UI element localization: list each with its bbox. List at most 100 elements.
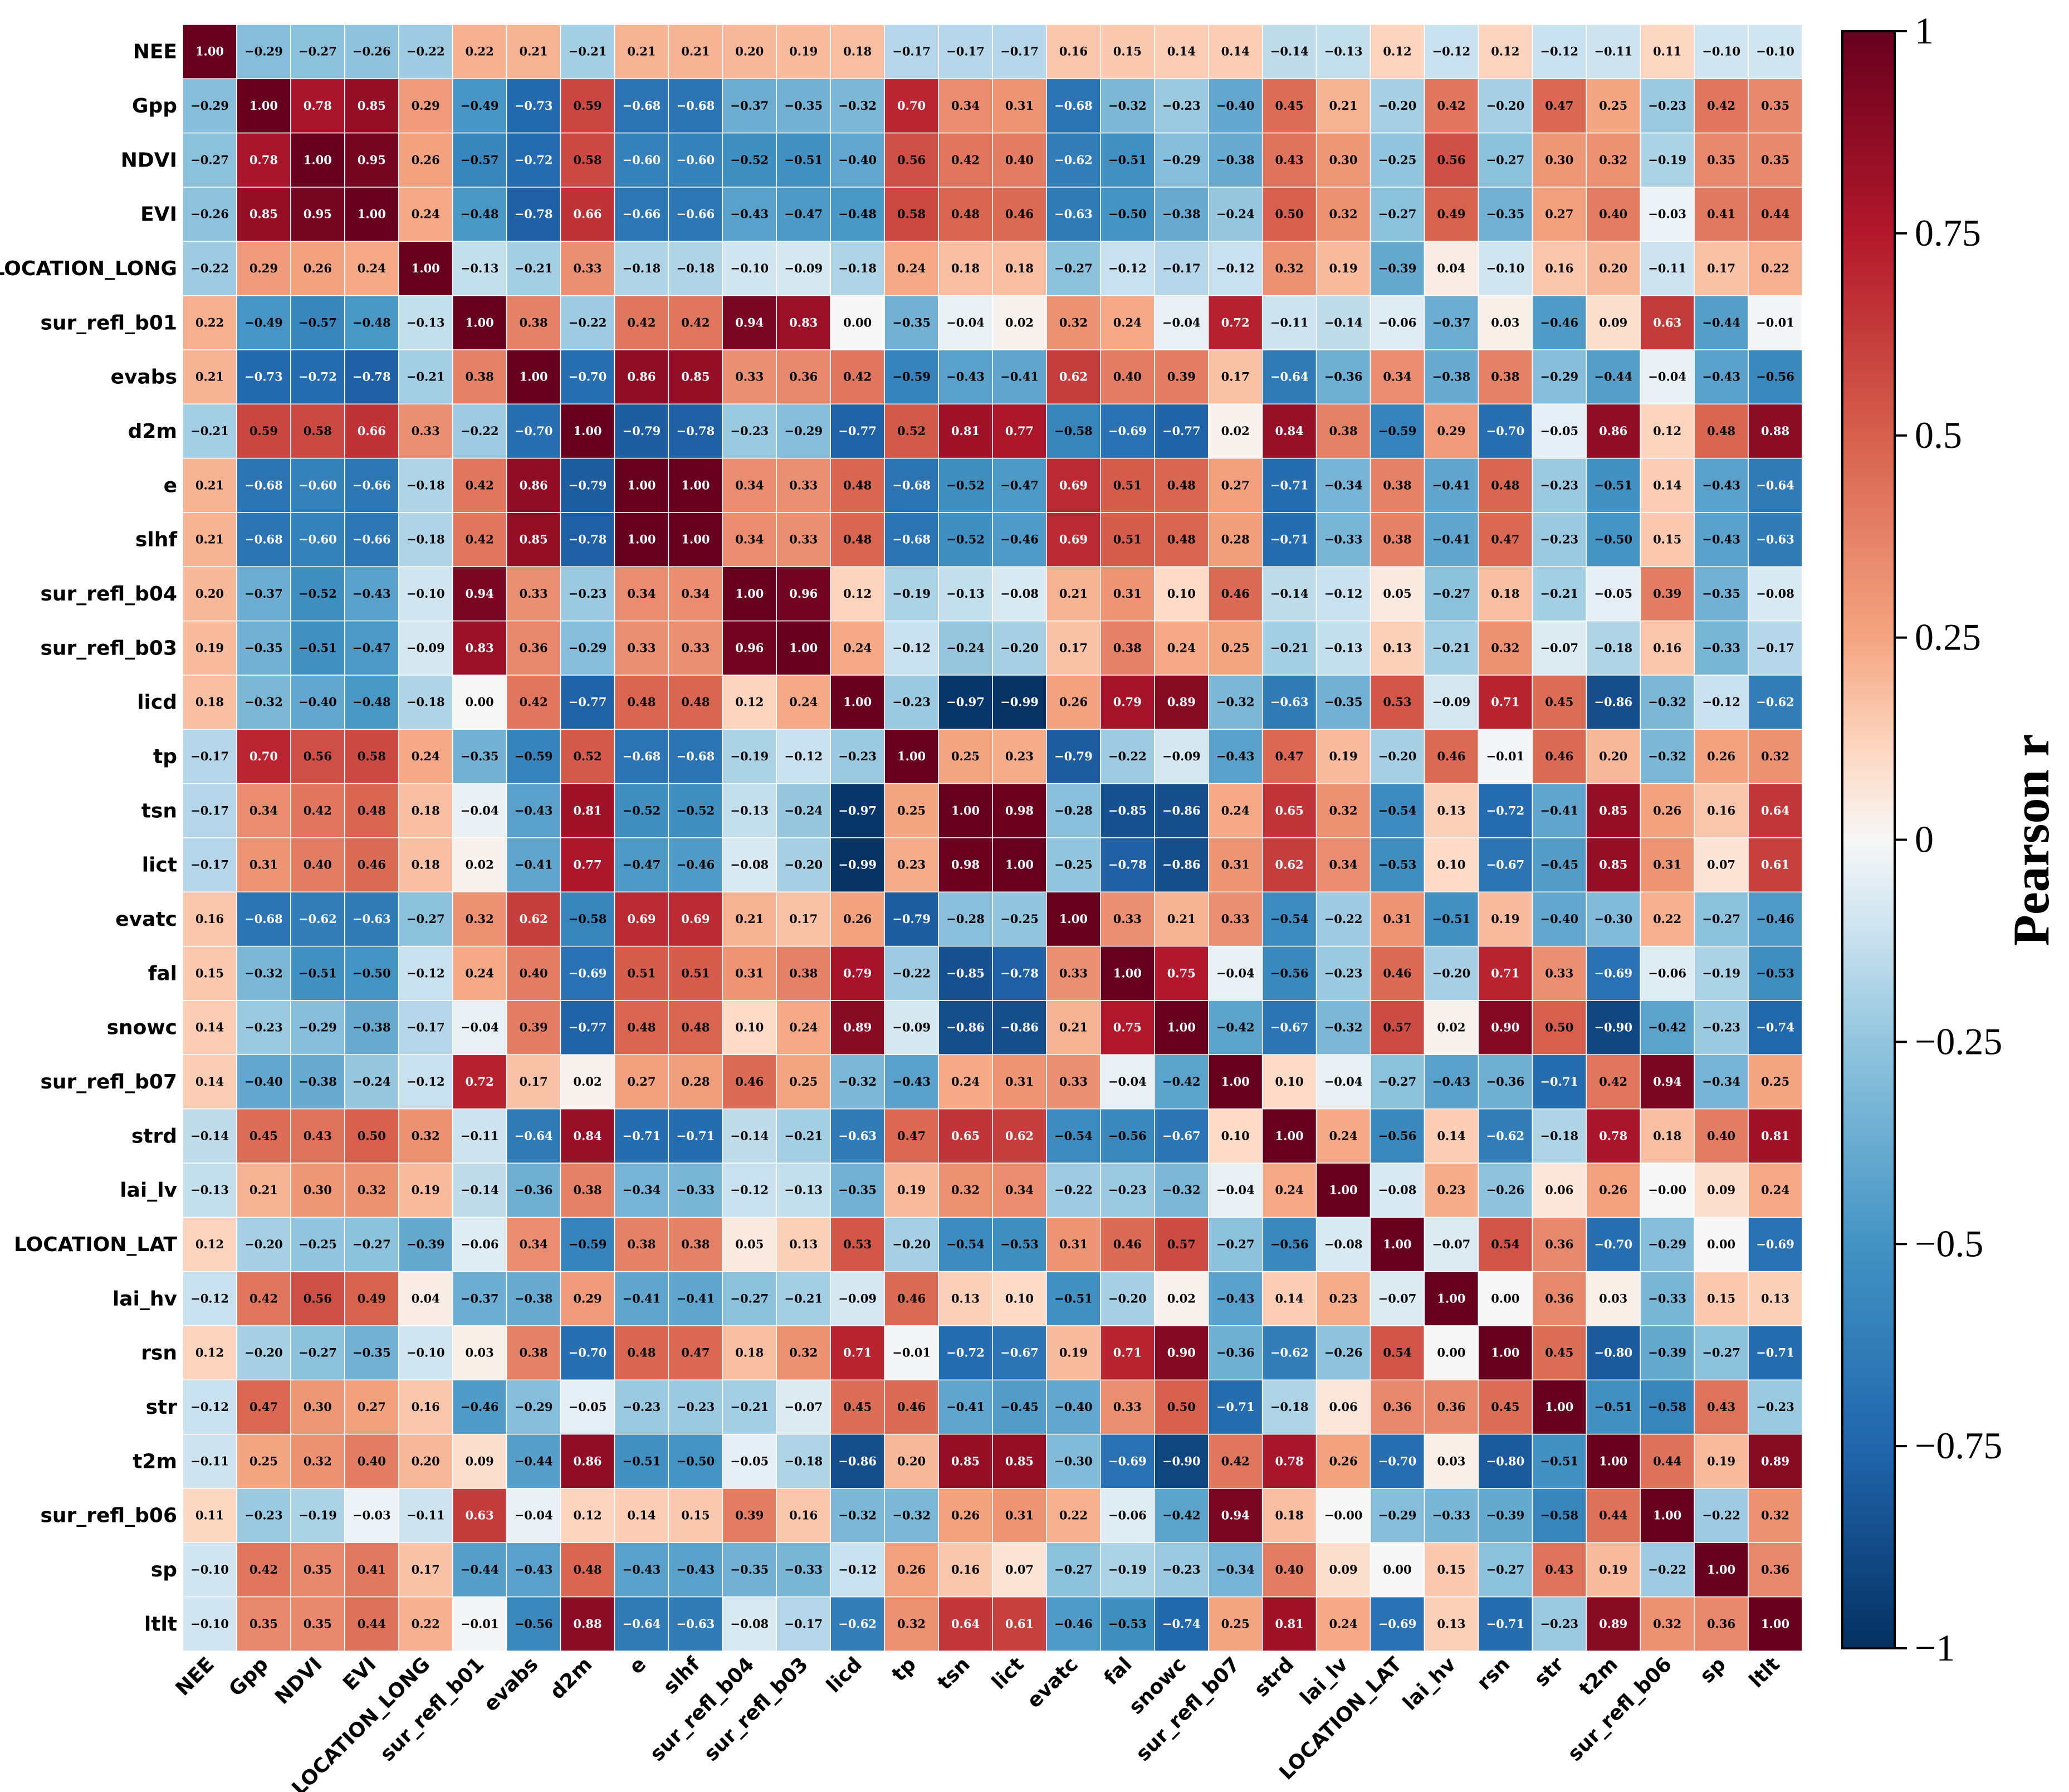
cell-value-label: −0.27 — [1486, 1562, 1524, 1576]
cell-value-label: −0.36 — [1486, 1075, 1524, 1088]
column-label-ndvi: NDVI — [271, 1653, 327, 1709]
cell-value-label: −0.12 — [1108, 261, 1147, 275]
cell-value-label: −0.27 — [1702, 912, 1740, 926]
cell-value-label: 0.56 — [304, 749, 332, 763]
heatmap-cell-sp-evi — [344, 1542, 399, 1598]
heatmap-cell-strd-sur-refl-b06 — [1640, 1108, 1695, 1164]
cell-value-label: −0.48 — [353, 695, 391, 709]
heatmap-cell-fal-sp — [1694, 945, 1749, 1001]
cell-value-label: 0.16 — [1059, 45, 1088, 58]
cell-value-label: 0.29 — [412, 99, 440, 113]
heatmap-cell-sur-refl-b01-ltlt — [1748, 295, 1803, 350]
heatmap-cell-location-lat-lai-hv — [1424, 1217, 1479, 1272]
cell-value-label: −0.23 — [1162, 1562, 1201, 1576]
cell-value-label: 0.12 — [843, 587, 872, 600]
cell-value-label: −0.08 — [730, 858, 769, 872]
cell-value-label: −0.41 — [1432, 533, 1471, 546]
cell-value-label: −0.04 — [1324, 1075, 1363, 1088]
cell-value-label: 0.26 — [304, 261, 332, 275]
heatmap-cell-lai-lv-ltlt — [1748, 1163, 1803, 1218]
heatmap-cell-nee-slhf — [668, 24, 723, 80]
cell-value-label: −0.72 — [515, 153, 553, 167]
column-label-gpp: Gpp — [224, 1653, 272, 1701]
cell-value-label: 0.21 — [1059, 1020, 1088, 1034]
heatmap-cell-lict-sur-refl-b06 — [1640, 837, 1695, 893]
heatmap-cell-str-sur-refl-b07 — [1207, 1379, 1263, 1435]
heatmap-cell-location-long-tp — [884, 241, 939, 296]
heatmap-cell-sur-refl-b07-t2m — [1586, 1054, 1641, 1110]
cell-value-label: 0.33 — [412, 424, 440, 438]
heatmap-cell-evatc-d2m — [560, 891, 615, 947]
heatmap-cell-fal-ltlt — [1748, 945, 1803, 1001]
cell-value-label: −0.56 — [1378, 1129, 1417, 1142]
heatmap-cell-strd-strd — [1261, 1108, 1317, 1164]
cell-value-label: 0.85 — [250, 207, 278, 221]
heatmap-cell-fal-str — [1532, 945, 1587, 1001]
heatmap-cell-location-lat-licd — [830, 1217, 885, 1272]
heatmap-cell-sur-refl-b06-snowc — [1154, 1488, 1209, 1544]
heatmap-cell-strd-d2m — [560, 1108, 615, 1164]
cell-value-label: 0.24 — [412, 749, 440, 763]
cell-value-label: −0.21 — [730, 1400, 769, 1414]
cell-value-label: 0.00 — [843, 315, 872, 329]
heatmap-cell-evatc-sur-refl-b07 — [1207, 891, 1263, 947]
cell-value-label: 0.33 — [1059, 966, 1088, 980]
cell-value-label: 0.07 — [1005, 1562, 1034, 1576]
cell-value-label: 0.21 — [195, 370, 224, 384]
cell-value-label: 0.24 — [789, 1020, 818, 1034]
heatmap-cell-d2m-ndvi — [290, 403, 345, 459]
cell-value-label: −0.09 — [892, 1020, 931, 1034]
cell-value-label: 0.33 — [627, 641, 656, 655]
cell-value-label: −0.74 — [1756, 1020, 1794, 1034]
cell-value-label: 0.05 — [735, 1237, 764, 1251]
heatmap-cell-snowc-sur-refl-b03 — [776, 1000, 831, 1056]
cell-value-label: −0.22 — [407, 45, 445, 58]
cell-value-label: −0.32 — [838, 1508, 877, 1522]
heatmap-cell-lict-location-lat — [1369, 837, 1425, 893]
heatmap-cell-sur-refl-b07-sur-refl-b07 — [1207, 1054, 1263, 1110]
heatmap-cell-strd-lict — [992, 1108, 1047, 1164]
cell-value-label: −0.05 — [1594, 587, 1632, 600]
heatmap-cell-sp-nee — [182, 1542, 237, 1598]
heatmap-cell-sur-refl-b04-sur-refl-b06 — [1640, 566, 1695, 622]
cell-value-label: 0.20 — [195, 587, 224, 600]
cell-value-label: −0.17 — [784, 1617, 823, 1630]
cell-value-label: −0.32 — [244, 966, 283, 980]
cell-value-label: −0.34 — [1324, 478, 1363, 492]
heatmap-cell-snowc-licd — [830, 1000, 885, 1056]
cell-value-label: −0.27 — [1216, 1237, 1255, 1251]
cell-value-label: 0.26 — [1707, 749, 1735, 763]
heatmap-cell-sur-refl-b06-evi — [344, 1488, 399, 1544]
heatmap-cell-gpp-snowc — [1154, 78, 1209, 134]
cell-value-label: 0.48 — [843, 478, 872, 492]
heatmap-cell-e-tsn — [938, 457, 993, 513]
cell-value-label: 0.03 — [1491, 315, 1519, 329]
cell-value-label: −0.11 — [461, 1129, 499, 1142]
cell-value-label: −0.09 — [1162, 749, 1201, 763]
cell-value-label: −0.85 — [1108, 803, 1147, 817]
cell-value-label: −0.59 — [569, 1237, 607, 1251]
cell-value-label: −0.19 — [730, 749, 769, 763]
cell-value-label: 0.13 — [1437, 1617, 1465, 1630]
heatmap-cell-sur-refl-b01-sur-refl-b01 — [452, 295, 507, 350]
heatmap-cell-licd-lai-lv — [1315, 675, 1371, 730]
heatmap-cell-location-long-gpp — [236, 241, 291, 296]
cell-value-label: 0.85 — [1599, 803, 1627, 817]
cell-value-label: 0.25 — [1599, 99, 1627, 113]
cell-value-label: −0.27 — [1378, 1075, 1417, 1088]
cell-value-label: 0.56 — [304, 1291, 332, 1305]
cell-value-label: −0.27 — [1054, 261, 1093, 275]
cell-value-label: −0.43 — [892, 1075, 931, 1088]
heatmap-cell-sur-refl-b06-lai-lv — [1315, 1488, 1371, 1544]
colorbar-tick-label: −0.5 — [1915, 1222, 1983, 1264]
cell-value-label: 0.48 — [1707, 424, 1735, 438]
cell-value-label: −0.17 — [1000, 45, 1039, 58]
heatmap-cell-sur-refl-b04-location-long — [398, 566, 453, 622]
cell-value-label: 0.19 — [412, 1183, 440, 1197]
heatmap-cell-evi-location-lat — [1369, 187, 1425, 242]
heatmap-cell-evi-sur-refl-b07 — [1207, 187, 1263, 242]
cell-value-label: −0.25 — [299, 1237, 337, 1251]
heatmap-cell-sur-refl-b06-evabs — [506, 1488, 561, 1544]
heatmap-cell-rsn-sur-refl-b04 — [722, 1325, 777, 1381]
cell-value-label: −0.59 — [515, 749, 553, 763]
